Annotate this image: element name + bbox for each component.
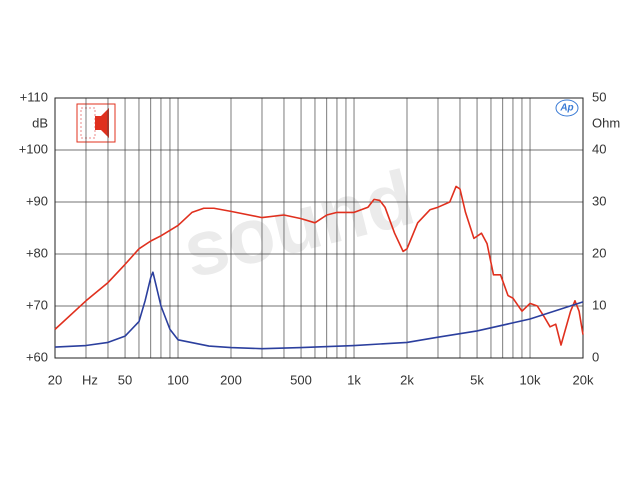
badge	[555, 99, 579, 117]
y-tick-label: +90	[26, 193, 48, 208]
y-tick-label: +100	[19, 141, 48, 156]
y-tick-label: +80	[26, 245, 48, 260]
y2-unit: Ohm	[592, 115, 620, 130]
plot-frame	[54, 97, 584, 359]
y-tick-label: +60	[26, 349, 48, 364]
y2-tick-label: 30	[592, 193, 606, 208]
y2-tick-label: 50	[592, 89, 606, 104]
x-tick-label: 100	[167, 372, 189, 387]
watermark: sound	[174, 153, 422, 295]
x-tick-label: 1k	[347, 372, 361, 387]
y2-tick-label: 40	[592, 141, 606, 156]
x-tick-label: 20	[48, 372, 62, 387]
x-tick-label: 500	[290, 372, 312, 387]
x-tick-label: 5k	[470, 372, 484, 387]
x-tick-label: 10k	[520, 372, 541, 387]
y-unit: dB	[32, 115, 48, 130]
y2-tick-label: 0	[592, 349, 599, 364]
x-unit: Hz	[82, 372, 98, 387]
x-tick-label: 50	[118, 372, 132, 387]
y2-tick-label: 10	[592, 297, 606, 312]
y2-tick-label: 20	[592, 245, 606, 260]
series-line	[54, 185, 584, 346]
speaker-icon	[76, 103, 116, 143]
y-tick-label: +110	[20, 89, 48, 104]
x-tick-label: 20k	[573, 372, 594, 387]
x-tick-label: 2k	[400, 372, 414, 387]
series-line	[54, 271, 584, 350]
badge-text: Ap	[559, 103, 573, 114]
x-tick-label: 200	[220, 372, 242, 387]
y-tick-label: +70	[26, 297, 48, 312]
